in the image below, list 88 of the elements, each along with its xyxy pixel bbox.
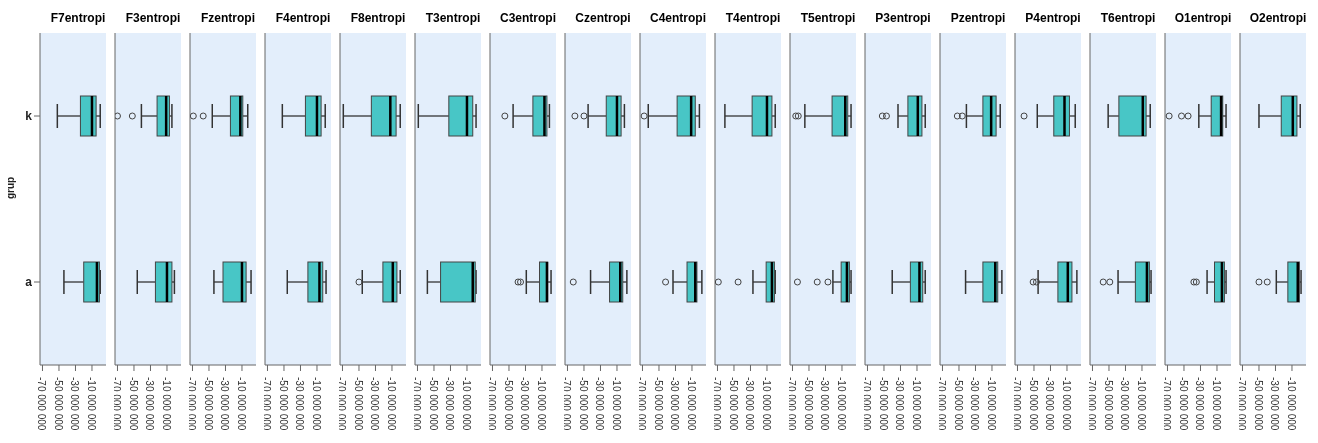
x-tick-label: -30 000 000 xyxy=(669,377,681,431)
x-tick-label: -10 000 000 xyxy=(460,377,472,431)
x-tick-label: -70 000 000 xyxy=(486,377,498,431)
x-tick-label: -70 000 000 xyxy=(186,377,198,431)
x-tick-label: -70 000 000 xyxy=(36,377,48,431)
x-tick-label: -30 000 000 xyxy=(1044,377,1056,431)
chart-title: P4entropi xyxy=(1024,10,1082,27)
x-tick-label: -10 000 000 xyxy=(160,377,172,431)
x-tick-label: -50 000 000 xyxy=(52,377,64,431)
x-tick-label: -30 000 000 xyxy=(219,377,231,431)
x-tick-label: -70 000 000 xyxy=(711,377,723,431)
x-tick-label: -10 000 000 xyxy=(310,377,322,431)
x-tick-label: -30 000 000 xyxy=(894,377,906,431)
x-tick-label: -10 000 000 xyxy=(1210,377,1222,431)
chart-title: F3entropi xyxy=(124,10,182,27)
x-tick-label: -30 000 000 xyxy=(369,377,381,431)
x-tick-label: -70 000 000 xyxy=(786,377,798,431)
x-tick-label: -70 000 000 xyxy=(936,377,948,431)
chart-title: T4entropi xyxy=(724,10,782,27)
x-tick-label: -10 000 000 xyxy=(385,377,397,431)
x-tick-label: -50 000 000 xyxy=(952,377,964,431)
x-tick-label: -50 000 000 xyxy=(1027,377,1039,431)
chart-title: O1entropi xyxy=(1173,10,1233,27)
chart-title: C3entropi xyxy=(499,10,557,27)
x-tick-label: -50 000 000 xyxy=(427,377,439,431)
chart-title: O2entropi xyxy=(1248,10,1308,27)
x-tick-label: -70 000 000 xyxy=(636,377,648,431)
x-tick-label: -10 000 000 xyxy=(760,377,772,431)
y-axis-title: grup xyxy=(4,176,16,199)
chart-title: F8entropi xyxy=(349,10,407,27)
x-tick-label: -50 000 000 xyxy=(202,377,214,431)
x-tick-label: -50 000 000 xyxy=(1252,377,1264,431)
x-tick-label: -50 000 000 xyxy=(727,377,739,431)
x-tick-label: -50 000 000 xyxy=(802,377,814,431)
x-tick-label: -30 000 000 xyxy=(519,377,531,431)
x-tick-label: -30 000 000 xyxy=(1119,377,1131,431)
x-tick-label: -30 000 000 xyxy=(1269,377,1281,431)
x-tick-label: -70 000 000 xyxy=(1161,377,1173,431)
x-tick-label: -50 000 000 xyxy=(652,377,664,431)
x-tick-label: -10 000 000 xyxy=(1135,377,1147,431)
x-tick-label: -70 000 000 xyxy=(411,377,423,431)
x-tick-label: -70 000 000 xyxy=(1086,377,1098,431)
x-tick-label: -30 000 000 xyxy=(1194,377,1206,431)
x-tick-label: -10 000 000 xyxy=(535,377,547,431)
x-tick-label: -30 000 000 xyxy=(144,377,156,431)
x-tick-label: -70 000 000 xyxy=(111,377,123,431)
chart-title: T3entropi xyxy=(424,10,482,27)
x-tick-label: -70 000 000 xyxy=(336,377,348,431)
x-tick-label: -70 000 000 xyxy=(861,377,873,431)
x-tick-label: -70 000 000 xyxy=(561,377,573,431)
x-tick-label: -50 000 000 xyxy=(577,377,589,431)
y-tick-label: k xyxy=(25,109,33,124)
x-tick-label: -10 000 000 xyxy=(1285,377,1297,431)
chart-title: F7entropi xyxy=(49,10,107,27)
x-tick-label: -50 000 000 xyxy=(1177,377,1189,431)
x-tick-label: -70 000 000 xyxy=(1011,377,1023,431)
chart-title: C4entropi xyxy=(649,10,707,27)
chart-title: Pzentropi xyxy=(949,10,1007,27)
x-tick-label: -10 000 000 xyxy=(985,377,997,431)
chart-title: P3entropi xyxy=(874,10,932,27)
x-tick-label: -50 000 000 xyxy=(502,377,514,431)
x-tick-label: -30 000 000 xyxy=(444,377,456,431)
chart-title: T6entropi xyxy=(1099,10,1157,27)
x-tick-label: -30 000 000 xyxy=(294,377,306,431)
y-tick-label: a xyxy=(25,275,33,290)
x-tick-label: -50 000 000 xyxy=(127,377,139,431)
x-tick-label: -50 000 000 xyxy=(877,377,889,431)
x-tick-label: -50 000 000 xyxy=(352,377,364,431)
x-tick-label: -30 000 000 xyxy=(819,377,831,431)
x-tick-label: -10 000 000 xyxy=(235,377,247,431)
x-tick-label: -70 000 000 xyxy=(1236,377,1248,431)
chart-title: F4entropi xyxy=(274,10,332,27)
x-tick-label: -70 000 000 xyxy=(261,377,273,431)
x-tick-label: -50 000 000 xyxy=(277,377,289,431)
x-tick-label: -30 000 000 xyxy=(69,377,81,431)
x-tick-label: -10 000 000 xyxy=(85,377,97,431)
x-tick-label: -10 000 000 xyxy=(1060,377,1072,431)
x-tick-label: -10 000 000 xyxy=(835,377,847,431)
chart-title: T5entropi xyxy=(799,10,857,27)
chart-title: Fzentropi xyxy=(200,10,256,27)
x-tick-label: -30 000 000 xyxy=(594,377,606,431)
x-tick-label: -50 000 000 xyxy=(1102,377,1114,431)
x-tick-label: -30 000 000 xyxy=(969,377,981,431)
x-tick-label: -10 000 000 xyxy=(910,377,922,431)
x-tick-label: -30 000 000 xyxy=(744,377,756,431)
chart-title: Czentropi xyxy=(574,10,632,27)
x-tick-label: -10 000 000 xyxy=(610,377,622,431)
x-tick-label: -10 000 000 xyxy=(685,377,697,431)
